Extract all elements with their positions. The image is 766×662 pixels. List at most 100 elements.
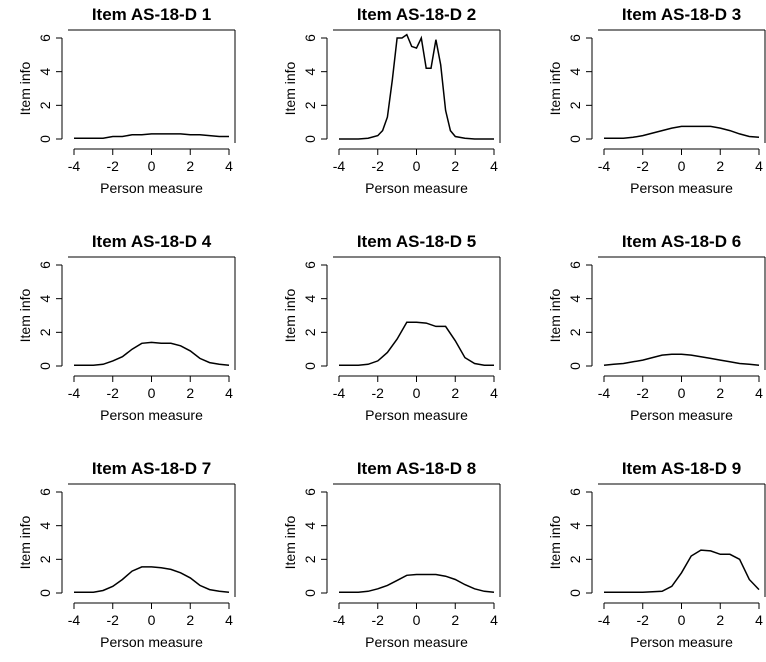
- panel-5-x-tick-label: -2: [372, 385, 385, 401]
- panel-8-y-tick-label: 6: [302, 488, 318, 496]
- panel-5-y-axis-label: Item info: [282, 288, 298, 342]
- panel-2-x-tick-label: 4: [490, 158, 498, 174]
- panel-5-y-tick-label: 0: [302, 362, 318, 370]
- panel-9-x-axis-label: Person measure: [630, 634, 733, 650]
- panel-4-x-tick-label: 0: [148, 385, 156, 401]
- panel-8-y-tick-label: 0: [302, 589, 318, 597]
- panel-6-y-tick-label: 2: [567, 328, 583, 336]
- panel-1-title: Item AS-18-D 1: [92, 5, 211, 24]
- panel-8-x-tick-label: 2: [451, 612, 459, 628]
- panel-9-info-curve: [604, 549, 760, 593]
- panel-9-y-tick-label: 2: [567, 555, 583, 563]
- panel-4-x-tick-label: 4: [225, 385, 233, 401]
- panel-6-title: Item AS-18-D 6: [622, 232, 741, 251]
- panel-7-x-axis-label: Person measure: [100, 634, 203, 650]
- panel-7-info-curve: [74, 566, 230, 593]
- panel-5-y-tick-label: 4: [302, 295, 318, 303]
- panel-9-title: Item AS-18-D 9: [622, 459, 741, 478]
- panel-3-y-tick-label: 6: [567, 34, 583, 42]
- panel-6-x-tick-label: 4: [755, 385, 763, 401]
- panel-4-y-tick-label: 4: [37, 295, 53, 303]
- panel-2-title: Item AS-18-D 2: [357, 5, 476, 24]
- panel-8-info-curve: [339, 573, 495, 593]
- panel-2-info-curve: [339, 33, 494, 140]
- panel-4-title: Item AS-18-D 4: [92, 232, 212, 251]
- panel-4-x-tick-label: -4: [68, 385, 81, 401]
- panel-7-y-tick-label: 0: [37, 589, 53, 597]
- panel-4-y-tick-label: 2: [37, 328, 53, 336]
- panel-6-y-axis-label: Item info: [547, 288, 563, 342]
- panel-3-y-tick-label: 4: [567, 68, 583, 76]
- panel-2-x-axis-label: Person measure: [365, 180, 468, 196]
- panel-5-x-tick-label: 0: [413, 385, 421, 401]
- panel-3-info-curve: [604, 125, 760, 139]
- panel-1-y-axis-label: Item info: [17, 61, 33, 115]
- panel-1-x-tick-label: 4: [225, 158, 233, 174]
- panel-9-y-tick-label: 4: [567, 522, 583, 530]
- panel-3-title: Item AS-18-D 3: [622, 5, 741, 24]
- panel-1-x-tick-label: -4: [68, 158, 81, 174]
- panel-6-x-tick-label: -4: [598, 385, 611, 401]
- panel-2-x-tick-label: 0: [413, 158, 421, 174]
- panel-7-y-axis-label: Item info: [17, 515, 33, 569]
- panel-8-title: Item AS-18-D 8: [357, 459, 476, 478]
- panel-5-y-tick-label: 2: [302, 328, 318, 336]
- panel-7-x-tick-label: -2: [107, 612, 120, 628]
- panel-2-y-tick-label: 2: [302, 101, 318, 109]
- panel-9-x-tick-label: -4: [598, 612, 611, 628]
- panel-4-x-axis-label: Person measure: [100, 407, 203, 423]
- panel-6-y-tick-label: 6: [567, 261, 583, 269]
- panel-4-info-curve: [74, 341, 230, 366]
- panel-1-x-tick-label: -2: [107, 158, 120, 174]
- panel-1-x-tick-label: 0: [148, 158, 156, 174]
- panel-6-x-tick-label: -2: [637, 385, 650, 401]
- panel-9-x-tick-label: 4: [755, 612, 763, 628]
- panel-8-x-tick-label: -2: [372, 612, 385, 628]
- panel-3-y-tick-label: 2: [567, 101, 583, 109]
- panel-4-x-tick-label: -2: [107, 385, 120, 401]
- panel-6-y-tick-label: 4: [567, 295, 583, 303]
- panel-7-title: Item AS-18-D 7: [92, 459, 211, 478]
- panel-4-x-tick-label: 2: [186, 385, 194, 401]
- panel-2-y-tick-label: 6: [302, 34, 318, 42]
- panel-8-y-tick-label: 4: [302, 522, 318, 530]
- panel-3-x-tick-label: -4: [598, 158, 611, 174]
- panel-1-y-tick-label: 2: [37, 101, 53, 109]
- panel-7-y-tick-label: 2: [37, 555, 53, 563]
- panel-8-x-axis-label: Person measure: [365, 634, 468, 650]
- panel-3-x-tick-label: 4: [755, 158, 763, 174]
- panel-5-title: Item AS-18-D 5: [357, 232, 476, 251]
- panel-5-info-curve: [339, 321, 494, 366]
- panel-3-x-tick-label: -2: [637, 158, 650, 174]
- panel-9-y-tick-label: 6: [567, 488, 583, 496]
- panel-5-x-tick-label: 2: [451, 385, 459, 401]
- panel-8-y-tick-label: 2: [302, 555, 318, 563]
- panel-7-y-tick-label: 4: [37, 522, 53, 530]
- panel-2-y-tick-label: 0: [302, 135, 318, 143]
- panel-6-x-tick-label: 2: [716, 385, 724, 401]
- panel-8-x-tick-label: 0: [413, 612, 421, 628]
- panel-3-x-tick-label: 0: [678, 158, 686, 174]
- panel-2-y-tick-label: 4: [302, 68, 318, 76]
- panel-6-x-axis-label: Person measure: [630, 407, 733, 423]
- panel-8-y-axis-label: Item info: [282, 515, 298, 569]
- panel-7-y-tick-label: 6: [37, 488, 53, 496]
- panel-9-x-tick-label: 2: [716, 612, 724, 628]
- panel-1-info-curve: [74, 133, 229, 139]
- panel-5-y-tick-label: 6: [302, 261, 318, 269]
- panel-4-y-tick-label: 6: [37, 261, 53, 269]
- panel-3-x-tick-label: 2: [716, 158, 724, 174]
- panel-1-x-tick-label: 2: [186, 158, 194, 174]
- panel-1-y-tick-label: 0: [37, 135, 53, 143]
- panel-5-x-tick-label: 4: [490, 385, 498, 401]
- panel-4-y-tick-label: 0: [37, 362, 53, 370]
- panel-9-y-tick-label: 0: [567, 589, 583, 597]
- panel-7-x-tick-label: 0: [148, 612, 156, 628]
- panel-3-x-axis-label: Person measure: [630, 180, 733, 196]
- panel-1-y-tick-label: 6: [37, 34, 53, 42]
- panel-2-x-tick-label: -2: [372, 158, 385, 174]
- panel-2-x-tick-label: -4: [333, 158, 346, 174]
- panel-4-y-axis-label: Item info: [17, 288, 33, 342]
